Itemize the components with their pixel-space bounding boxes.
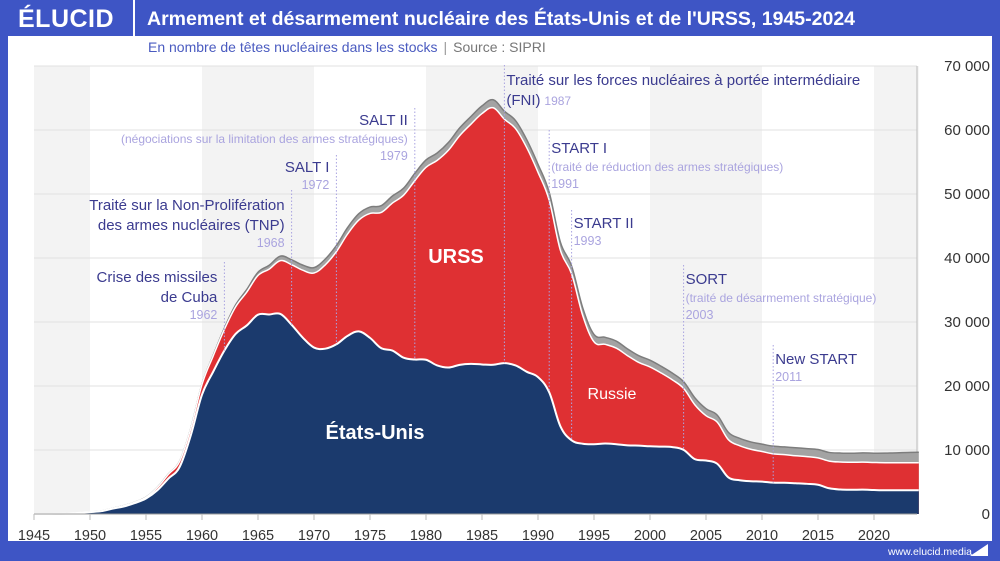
x-tick-label: 1975 [354,528,386,544]
elucid-mark-icon [970,544,988,556]
annotation-1993: START II 1993 [571,210,634,441]
annotation-year: 1991 [551,177,579,191]
annotation-subtitle: (traité de réduction des armes stratégiq… [551,160,783,174]
decade-band [874,66,919,514]
annotation-title: START II [574,215,634,232]
x-tick-label: 1955 [130,528,162,544]
x-tick-label: 2015 [802,528,834,544]
x-tick-label: 2005 [690,528,722,544]
area-label: États-Unis [326,421,425,444]
annotation-year: 1968 [257,236,285,250]
x-tick-label: 2010 [746,528,778,544]
x-tick-label: 1990 [522,528,554,544]
y-tick-label: 60 000 [944,122,990,139]
subtitle-separator: | [443,39,448,55]
header-divider [133,0,135,36]
x-tick-label: 1985 [466,528,498,544]
x-tick-label: 1970 [298,528,330,544]
annotation-1991: START I (traité de réduction des armes st… [548,130,783,393]
annotation-title: des armes nucléaires (TNP) [98,217,285,234]
annotation-2003: SORT (traité de désarmement stratégique) 2… [683,265,877,450]
annotation-title: START I [551,140,607,157]
area-label: Russie [588,386,637,403]
annotation-title: Traité sur les forces nucléaires à porté… [506,72,860,89]
y-tick-label: 40 000 [944,250,990,267]
ussr-top-outline [33,106,919,515]
annotation-1968: Traité sur la Non-Prolifération des armes… [89,190,293,325]
annotation-title: Traité sur la Non-Prolifération [89,197,284,214]
y-tick-label: 0 [982,506,990,523]
chart-title: Armement et désarmement nucléaire des Ét… [147,8,856,30]
annotation-title: Crise des missiles [97,269,218,286]
chart-subtitle: En nombre de têtes nucléaires dans les s… [148,39,546,55]
x-tick-label: 1965 [242,528,274,544]
annotation-year: 1979 [380,149,408,163]
annotation-year: 1972 [302,178,330,192]
elucid-logo: ÉLUCID [18,5,115,33]
annotation-title: SALT I [285,159,329,176]
annotation-title: de Cuba [161,289,218,306]
x-tick-label: 2000 [634,528,666,544]
x-tick-label: 1945 [18,528,50,544]
decade-band [34,66,90,514]
annotation-1987: Traité sur les forces nucléaires à porté… [503,65,860,364]
annotation-1962: Crise des missiles de Cuba 1962 [97,262,225,351]
y-tick-label: 30 000 [944,314,990,331]
annotation-title: New START [775,351,857,368]
subtitle-text: En nombre de têtes nucléaires dans les s… [148,39,438,55]
y-tick-label: 20 000 [944,378,990,395]
x-tick-label: 2020 [858,528,890,544]
x-tick-label: 1980 [410,528,442,544]
x-tick-label: 1960 [186,528,218,544]
y-tick-label: 10 000 [944,442,990,459]
annotation-2011: New START 2011 [772,345,857,483]
annotation-subtitle: (négociations sur la limitation des arme… [121,132,408,146]
annotation-year: 1993 [574,234,602,248]
annotation-year: 1987 [544,94,571,108]
y-tick-label: 50 000 [944,186,990,203]
annotation-year: 2011 [775,370,802,384]
annotation-title: SALT II [359,112,408,129]
annotation-title: SORT [686,271,727,288]
x-tick-label: 1995 [578,528,610,544]
x-tick-label: 1950 [74,528,106,544]
annotation-1972: SALT I 1972 [285,155,337,345]
area-label: URSS [428,246,484,268]
usa-top-outline [33,312,919,515]
annotation-title: (FNI) [506,92,540,109]
usa-area [34,313,919,514]
annotation-1979: SALT II (négociations sur la limitation d… [121,108,416,360]
footer-url[interactable]: www.elucid.media [887,546,972,558]
annotation-year: 2003 [686,308,714,322]
y-tick-label: 70 000 [944,58,990,75]
annotation-year: 1962 [190,308,218,322]
annotation-subtitle: (traité de désarmement stratégique) [686,291,877,305]
source-text: Source : SIPRI [453,39,546,55]
